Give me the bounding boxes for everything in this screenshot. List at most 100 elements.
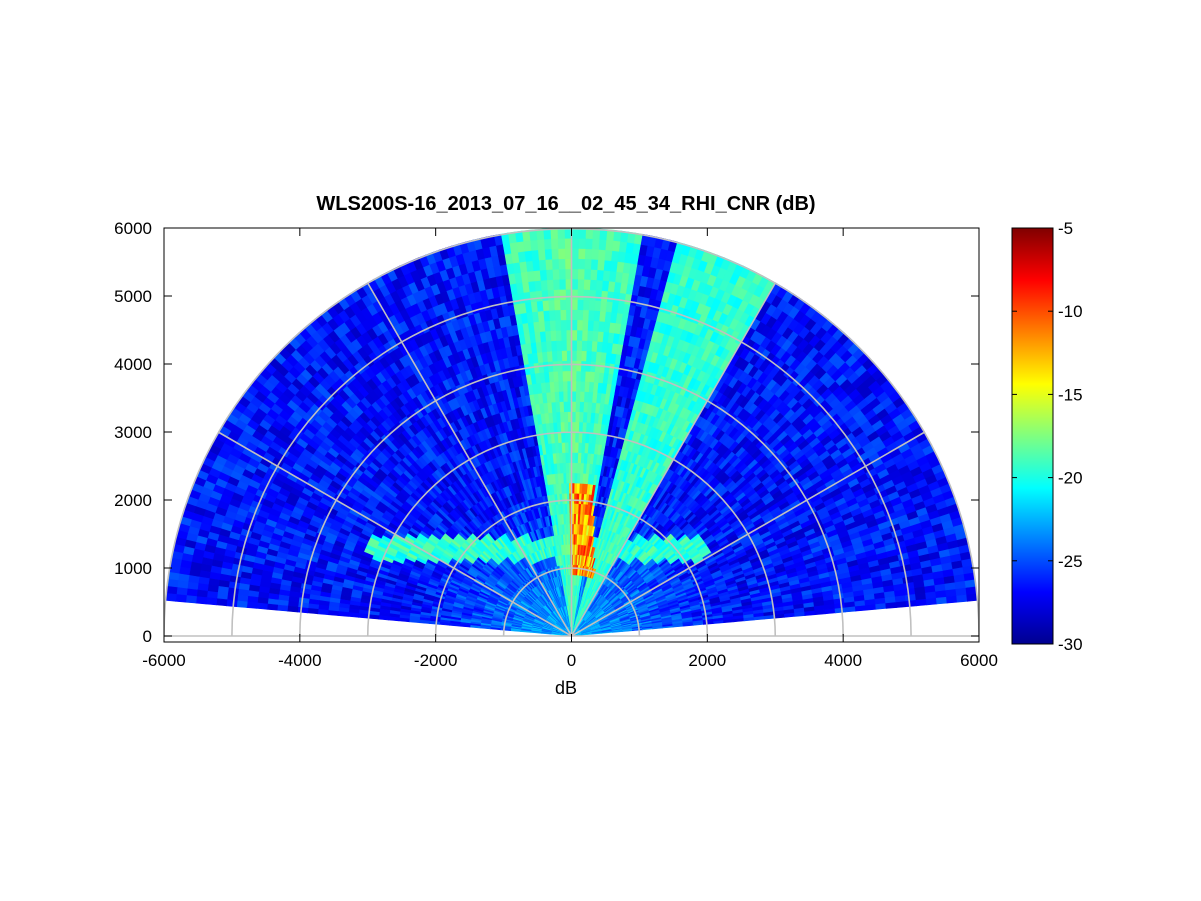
- heatmap-cell: [575, 390, 581, 402]
- heatmap-cell: [581, 329, 588, 341]
- heatmap-cell: [593, 299, 602, 312]
- heatmap-cell: [554, 309, 561, 321]
- heatmap-cell: [574, 452, 579, 464]
- heatmap-cell: [571, 237, 579, 249]
- heatmap-cell: [592, 320, 600, 332]
- heatmap-cell: [585, 360, 592, 372]
- heatmap-cell: [543, 238, 552, 250]
- heatmap-cell: [539, 269, 547, 281]
- heatmap-cell: [574, 431, 579, 443]
- heatmap-cell: [549, 319, 556, 332]
- heatmap-cell: [580, 360, 587, 372]
- heatmap-cell: [579, 390, 585, 403]
- plot-axes: -6000 -4000 -2000 0 2000 4000 6000 01000200030…: [114, 219, 998, 670]
- heatmap-cell: [580, 350, 587, 362]
- heatmap-cell: [582, 289, 590, 301]
- heatmap-cell: [580, 370, 586, 382]
- heatmap-cell: [589, 268, 598, 281]
- heatmap-cell: [577, 268, 585, 280]
- heatmap-cell: [559, 288, 566, 300]
- heatmap-cell: [576, 309, 584, 321]
- heatmap-cell: [537, 248, 546, 261]
- heatmap-cell: [595, 279, 603, 291]
- heatmap-cell: [562, 401, 568, 413]
- heatmap-cell: [577, 237, 586, 249]
- heatmap-cell: [575, 360, 582, 372]
- heatmap-cell: [611, 240, 621, 252]
- heatmap-cell: [583, 258, 592, 270]
- heatmap-cell: [574, 411, 580, 423]
- heatmap-cell: [588, 289, 597, 301]
- heatmap-cell: [564, 258, 572, 270]
- heatmap-cell: [574, 441, 579, 453]
- heatmap-cell: [583, 268, 592, 280]
- heatmap-cell: [564, 431, 569, 443]
- heatmap-cell: [596, 269, 604, 281]
- heatmap-cell: [538, 259, 547, 271]
- heatmap-cell: [563, 411, 569, 423]
- heatmap-cell: [576, 339, 583, 351]
- heatmap-cell: [576, 329, 583, 341]
- heatmap-cell: [577, 278, 585, 290]
- heatmap-cell: [565, 309, 572, 321]
- heatmap-cell: [557, 258, 566, 270]
- heatmap-cell: [564, 268, 572, 280]
- heatmap-cell: [557, 248, 566, 260]
- heatmap-cell: [604, 249, 613, 262]
- heatmap-cell: [571, 268, 579, 280]
- heatmap-cell: [550, 238, 559, 250]
- heatmap-cell: [601, 280, 610, 292]
- heatmap-cell: [571, 319, 578, 331]
- heatmap-cell: [558, 268, 566, 280]
- heatmap-cell: [575, 370, 582, 382]
- heatmap-cell: [561, 350, 568, 362]
- heatmap-cell: [598, 238, 607, 251]
- heatmap-cell: [602, 269, 611, 282]
- cnr-heatmap: [165, 228, 978, 637]
- heatmap-cell: [587, 319, 594, 332]
- heatmap-cell: [575, 380, 581, 392]
- heatmap-cell: [583, 278, 591, 291]
- heatmap-cell: [564, 248, 572, 260]
- heatmap-cell: [578, 401, 585, 413]
- heatmap-cell: [546, 279, 554, 291]
- heatmap-cell: [571, 258, 579, 270]
- heatmap-cell: [586, 330, 594, 342]
- heatmap-cell: [579, 380, 586, 392]
- heatmap-cell: [585, 350, 592, 362]
- heatmap-cell: [556, 350, 563, 362]
- heatmap-cell: [557, 237, 566, 249]
- heatmap-cell: [544, 258, 553, 271]
- heatmap-cell: [553, 299, 561, 311]
- heatmap-cell: [555, 329, 562, 341]
- heatmap-cell: [591, 330, 599, 342]
- heatmap-cell: [555, 340, 562, 352]
- heatmap-cell: [565, 319, 572, 331]
- heatmap-cell: [584, 248, 593, 260]
- heatmap-cell: [558, 278, 566, 290]
- heatmap-cell: [581, 340, 588, 352]
- heatmap-cell: [586, 340, 593, 352]
- heatmap-cell: [603, 259, 612, 272]
- heatmap-cell: [597, 248, 606, 261]
- heatmap-cell: [559, 309, 567, 321]
- heatmap-cell: [578, 411, 584, 423]
- heatmap-cell: [565, 288, 572, 300]
- heatmap-cell: [571, 278, 579, 290]
- heatmap-cell: [565, 299, 572, 310]
- heatmap-cell: [561, 370, 568, 382]
- heatmap-cell: [582, 309, 589, 321]
- heatmap-cell: [581, 319, 589, 331]
- heatmap-cell: [577, 431, 583, 443]
- heatmap-cell: [582, 299, 590, 311]
- heatmap-cell: [576, 299, 584, 311]
- heatmap-cell: [577, 288, 584, 300]
- heatmap-cell: [561, 360, 568, 372]
- heatmap-cell: [544, 248, 553, 260]
- heatmap-cell: [564, 278, 572, 290]
- heatmap-cell: [596, 259, 605, 271]
- heatmap-cell: [583, 380, 590, 393]
- heatmap-cell: [577, 258, 586, 270]
- heatmap-cell: [571, 309, 578, 321]
